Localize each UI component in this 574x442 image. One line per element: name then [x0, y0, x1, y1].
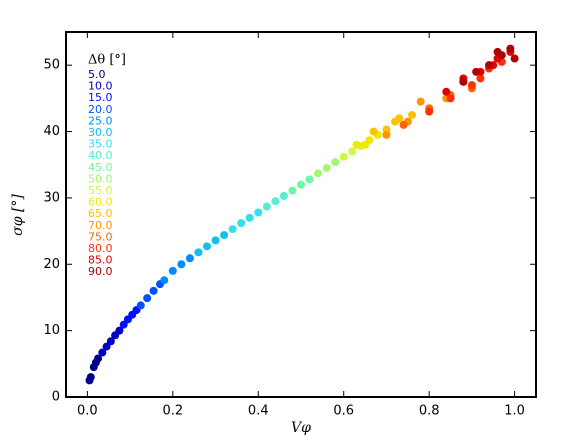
point	[297, 180, 305, 189]
point	[203, 242, 211, 251]
point	[446, 94, 455, 103]
point	[361, 140, 370, 149]
point	[237, 219, 246, 228]
point	[369, 127, 378, 136]
point	[254, 208, 263, 217]
point	[143, 294, 152, 303]
legend-entry: 5.0	[88, 68, 106, 81]
x-axis-label: Vφ	[291, 420, 311, 436]
x-tick-label: 1.0	[504, 404, 525, 419]
point	[408, 110, 417, 119]
point	[211, 236, 220, 245]
point	[245, 213, 254, 222]
point	[510, 54, 519, 63]
y-tick-label: 40	[43, 124, 60, 139]
point	[220, 231, 229, 240]
legend-entry: 70.0	[88, 219, 113, 232]
point	[194, 248, 203, 257]
point	[119, 320, 128, 329]
legend-entry: 20.0	[88, 103, 113, 116]
legend-entry: 85.0	[88, 254, 113, 267]
legend-entry: 10.0	[88, 80, 113, 93]
point	[102, 342, 111, 351]
legend-entry: 60.0	[88, 196, 113, 209]
point	[177, 260, 186, 269]
point	[322, 164, 331, 173]
legend-entry: 50.0	[88, 172, 113, 185]
point	[442, 87, 451, 96]
x-tick-label: 0.0	[77, 404, 98, 419]
point	[86, 373, 95, 382]
y-tick-label: 20	[43, 257, 60, 272]
point	[94, 354, 103, 363]
point	[476, 74, 485, 83]
point	[136, 301, 145, 310]
y-tick-label: 10	[43, 323, 60, 338]
point	[459, 77, 468, 86]
point	[98, 348, 107, 357]
x-tick-label: 0.4	[248, 404, 269, 419]
point	[106, 337, 115, 346]
point	[305, 175, 314, 184]
legend-entry: 30.0	[88, 126, 113, 139]
point	[331, 158, 340, 167]
y-tick-label: 0	[52, 390, 60, 405]
legend-entry: 90.0	[88, 265, 113, 278]
legend-entry: 45.0	[88, 161, 113, 174]
point	[493, 47, 502, 56]
point	[262, 202, 271, 211]
point	[228, 225, 237, 234]
point	[425, 107, 434, 116]
legend-entry: 80.0	[88, 242, 113, 255]
point	[399, 120, 408, 129]
point	[115, 326, 124, 335]
point	[485, 61, 493, 70]
plot-frame	[65, 31, 537, 398]
legend-entry: 40.0	[88, 149, 113, 162]
point	[416, 97, 425, 106]
point	[391, 117, 399, 126]
point	[149, 286, 158, 295]
legend-entry: 35.0	[88, 138, 113, 151]
x-tick-label: 0.8	[419, 404, 440, 419]
point	[382, 130, 391, 139]
point	[314, 169, 323, 178]
point	[472, 67, 481, 76]
legend-title: Δθ [°]	[88, 53, 126, 68]
point	[506, 44, 515, 53]
y-tick-label: 50	[43, 58, 60, 73]
legend-entry: 15.0	[88, 91, 113, 104]
legend-entry: 55.0	[88, 184, 113, 197]
point	[352, 140, 361, 149]
point	[168, 266, 177, 275]
point	[288, 186, 297, 195]
point	[185, 254, 194, 263]
x-tick-label: 0.2	[162, 404, 183, 419]
point	[271, 197, 280, 206]
point	[467, 81, 476, 90]
point	[348, 147, 357, 156]
legend-entry: 65.0	[88, 207, 113, 220]
point	[339, 152, 348, 161]
point	[160, 276, 169, 285]
y-axis-label: σφ [°]	[10, 194, 26, 236]
x-tick-label: 0.6	[333, 404, 354, 419]
legend-entry: 25.0	[88, 114, 113, 127]
point	[279, 191, 288, 200]
legend-entry: 75.0	[88, 230, 113, 243]
y-tick-label: 30	[43, 190, 60, 205]
